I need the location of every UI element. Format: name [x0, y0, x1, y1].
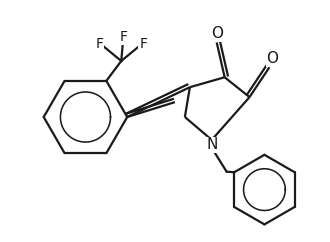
Text: F: F [95, 37, 103, 51]
Text: F: F [119, 30, 127, 44]
Text: O: O [211, 26, 223, 41]
Text: N: N [206, 137, 217, 152]
Text: O: O [266, 51, 279, 66]
Text: F: F [139, 37, 147, 51]
